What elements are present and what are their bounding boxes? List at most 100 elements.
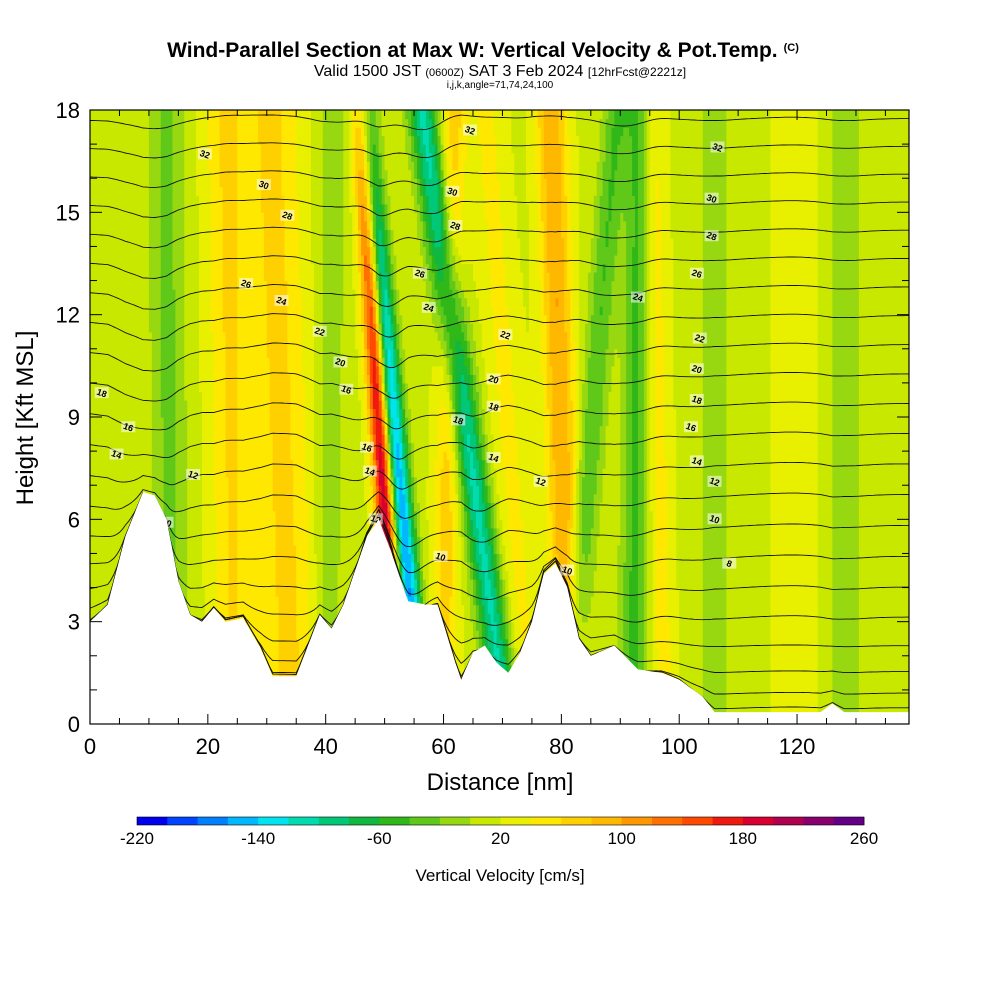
velocity-cell bbox=[95, 203, 100, 213]
velocity-cell bbox=[163, 382, 168, 393]
velocity-cell bbox=[98, 561, 103, 572]
velocity-cell bbox=[98, 340, 103, 350]
velocity-cell bbox=[166, 425, 171, 435]
velocity-cell bbox=[210, 144, 215, 154]
velocity-cell bbox=[122, 289, 126, 299]
velocity-cell bbox=[119, 502, 124, 512]
velocity-cell bbox=[187, 459, 191, 469]
velocity-cell bbox=[196, 391, 200, 401]
velocity-cell bbox=[134, 289, 138, 299]
velocity-cell bbox=[184, 417, 188, 427]
velocity-cell bbox=[92, 365, 97, 375]
velocity-cell bbox=[169, 340, 174, 350]
velocity-cell bbox=[143, 263, 147, 273]
velocity-cell bbox=[201, 306, 206, 316]
velocity-cell bbox=[151, 459, 156, 469]
velocity-cell bbox=[187, 246, 191, 256]
velocity-cell bbox=[219, 195, 224, 205]
velocity-cell bbox=[92, 220, 97, 230]
velocity-cell bbox=[101, 348, 106, 358]
velocity-cell bbox=[199, 553, 203, 563]
velocity-cell bbox=[143, 476, 147, 486]
velocity-cell bbox=[219, 391, 224, 401]
velocity-cell bbox=[131, 203, 135, 213]
velocity-cell bbox=[104, 587, 109, 597]
velocity-cell bbox=[169, 451, 174, 461]
velocity-cell bbox=[184, 459, 188, 469]
velocity-cell bbox=[110, 186, 115, 196]
velocity-cell bbox=[163, 417, 168, 427]
velocity-cell bbox=[90, 186, 94, 196]
velocity-cell bbox=[131, 152, 135, 162]
velocity-cell bbox=[207, 323, 212, 333]
velocity-cell bbox=[110, 246, 115, 256]
velocity-cell bbox=[131, 220, 135, 230]
velocity-cell bbox=[145, 306, 150, 316]
velocity-cell bbox=[151, 442, 156, 452]
velocity-cell bbox=[98, 442, 103, 452]
velocity-cell bbox=[181, 340, 185, 350]
velocity-cell bbox=[207, 502, 212, 512]
velocity-cell bbox=[210, 314, 215, 324]
velocity-cell bbox=[178, 527, 182, 537]
velocity-cell bbox=[207, 596, 212, 606]
velocity-cell bbox=[196, 263, 200, 273]
velocity-cell bbox=[113, 152, 118, 162]
velocity-cell bbox=[207, 348, 212, 358]
velocity-cell bbox=[113, 110, 118, 120]
velocity-cell bbox=[222, 289, 227, 299]
velocity-cell bbox=[190, 604, 194, 614]
velocity-cell bbox=[222, 510, 227, 520]
velocity-cell bbox=[119, 391, 124, 401]
velocity-cell bbox=[95, 195, 100, 205]
velocity-cell bbox=[98, 365, 103, 375]
velocity-cell bbox=[187, 212, 191, 222]
velocity-cell bbox=[119, 212, 124, 222]
velocity-cell bbox=[98, 323, 103, 333]
velocity-cell bbox=[204, 527, 209, 537]
velocity-cell bbox=[154, 408, 159, 418]
velocity-cell bbox=[125, 519, 129, 529]
velocity-cell bbox=[210, 459, 215, 469]
velocity-cell bbox=[184, 246, 188, 256]
velocity-cell bbox=[134, 434, 138, 444]
subtitle-date: SAT 3 Feb 2024 bbox=[468, 63, 583, 80]
velocity-cell bbox=[196, 544, 200, 555]
velocity-cell bbox=[193, 357, 197, 367]
velocity-cell bbox=[181, 451, 185, 461]
velocity-cell bbox=[137, 127, 141, 137]
velocity-cell bbox=[113, 314, 118, 324]
velocity-cell bbox=[128, 314, 132, 324]
velocity-cell bbox=[210, 135, 215, 145]
velocity-cell bbox=[160, 246, 165, 256]
velocity-cell bbox=[98, 510, 103, 520]
velocity-cell bbox=[104, 357, 109, 367]
velocity-cell bbox=[163, 468, 168, 478]
velocity-cell bbox=[204, 229, 209, 239]
velocity-cell bbox=[210, 451, 215, 461]
velocity-cell bbox=[184, 451, 188, 461]
velocity-cell bbox=[193, 493, 197, 503]
velocity-cell bbox=[122, 485, 126, 495]
velocity-cell bbox=[172, 323, 177, 333]
velocity-cell bbox=[213, 519, 218, 529]
velocity-cell bbox=[166, 237, 171, 248]
velocity-cell bbox=[104, 135, 109, 145]
velocity-cell bbox=[175, 237, 179, 248]
velocity-cell bbox=[151, 476, 156, 486]
velocity-cell bbox=[122, 229, 126, 239]
velocity-cell bbox=[131, 493, 135, 503]
velocity-cell bbox=[193, 144, 197, 154]
velocity-cell bbox=[110, 374, 115, 384]
velocity-cell bbox=[213, 442, 218, 452]
velocity-cell bbox=[187, 331, 191, 341]
velocity-cell bbox=[166, 476, 171, 486]
velocity-cell bbox=[175, 348, 179, 358]
velocity-cell bbox=[207, 425, 212, 435]
velocity-cell bbox=[95, 519, 100, 529]
velocity-cell bbox=[219, 434, 224, 444]
velocity-cell bbox=[143, 178, 147, 188]
velocity-cell bbox=[193, 297, 197, 307]
velocity-cell bbox=[184, 442, 188, 452]
velocity-cell bbox=[190, 417, 194, 427]
